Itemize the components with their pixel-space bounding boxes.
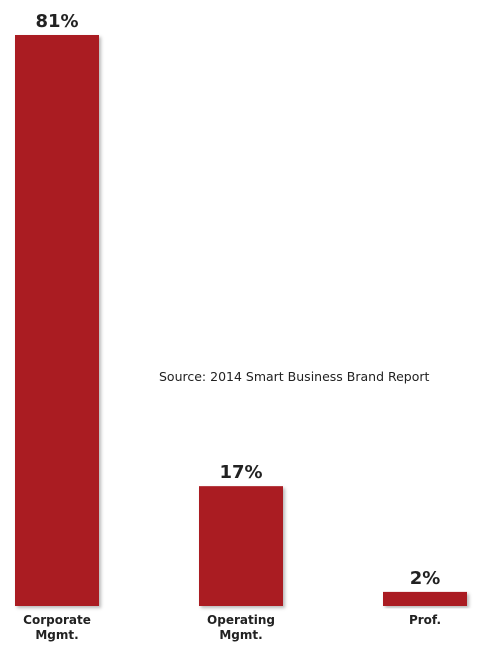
value-label-0: 81% [35, 11, 78, 32]
category-label-1-line-1: Mgmt. [219, 628, 262, 642]
bar-0 [15, 35, 99, 606]
bar-2 [383, 591, 467, 606]
category-label-2-line-0: Prof. [409, 613, 441, 627]
value-labels-group: 81% 17% 2% [35, 11, 440, 589]
category-label-0-line-1: Mgmt. [35, 628, 78, 642]
source-annotation: Source: 2014 Smart Business Brand Report [159, 369, 430, 384]
value-label-2: 2% [410, 568, 441, 589]
value-label-1: 17% [219, 462, 262, 483]
bars-group [15, 35, 467, 606]
category-label-1-line-0: Operating [207, 613, 275, 627]
bar-1 [199, 486, 283, 606]
category-label-0-line-0: Corporate [23, 613, 91, 627]
